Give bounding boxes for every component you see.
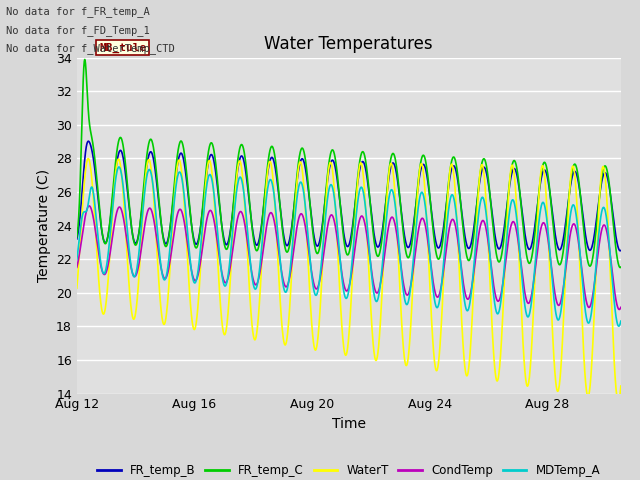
CondTemp — [616, 307, 623, 312]
CondTemp — [187, 263, 195, 269]
CondTemp — [174, 209, 182, 215]
WaterT — [401, 360, 409, 365]
MDTemp_A — [187, 261, 195, 267]
CondTemp — [617, 304, 625, 310]
MDTemp_A — [174, 171, 182, 177]
FR_temp_B — [156, 210, 164, 216]
CondTemp — [73, 264, 81, 270]
WaterT — [614, 399, 622, 405]
FR_temp_B — [237, 153, 245, 159]
CondTemp — [281, 282, 289, 288]
WaterT — [617, 383, 625, 389]
CondTemp — [85, 203, 93, 209]
Line: WaterT: WaterT — [77, 158, 621, 402]
FR_temp_C — [73, 234, 81, 240]
FR_temp_B — [616, 248, 624, 253]
FR_temp_C — [174, 147, 182, 153]
MDTemp_A — [156, 254, 164, 260]
WaterT — [73, 285, 81, 291]
Text: No data for f_WaterTemp_CTD: No data for f_WaterTemp_CTD — [6, 43, 175, 54]
FR_temp_B — [73, 236, 81, 242]
FR_temp_C — [616, 264, 624, 270]
FR_temp_C — [617, 264, 625, 270]
Title: Water Temperatures: Water Temperatures — [264, 35, 433, 53]
CondTemp — [401, 288, 409, 294]
CondTemp — [237, 209, 245, 215]
Line: FR_temp_C: FR_temp_C — [77, 60, 621, 267]
FR_temp_B — [617, 248, 625, 253]
MDTemp_A — [401, 299, 409, 304]
WaterT — [187, 304, 195, 310]
WaterT — [281, 342, 289, 348]
Text: No data for f_FD_Temp_1: No data for f_FD_Temp_1 — [6, 24, 150, 36]
FR_temp_B — [174, 158, 182, 164]
FR_temp_B — [281, 238, 289, 243]
FR_temp_C — [281, 243, 289, 249]
FR_temp_B — [401, 236, 409, 242]
X-axis label: Time: Time — [332, 417, 366, 431]
Line: CondTemp: CondTemp — [77, 206, 621, 310]
FR_temp_C — [237, 142, 245, 148]
WaterT — [84, 156, 92, 161]
FR_temp_C — [401, 245, 409, 251]
Y-axis label: Temperature (C): Temperature (C) — [36, 169, 51, 282]
FR_temp_C — [81, 57, 88, 62]
WaterT — [237, 162, 245, 168]
Text: MB_tule: MB_tule — [99, 42, 147, 53]
MDTemp_A — [615, 324, 623, 329]
CondTemp — [156, 258, 164, 264]
Text: No data for f_FR_temp_A: No data for f_FR_temp_A — [6, 6, 150, 17]
MDTemp_A — [115, 164, 123, 170]
MDTemp_A — [237, 175, 245, 181]
Line: FR_temp_B: FR_temp_B — [77, 141, 621, 251]
FR_temp_C — [187, 214, 195, 219]
FR_temp_C — [156, 207, 164, 213]
FR_temp_B — [187, 215, 195, 220]
FR_temp_B — [84, 138, 92, 144]
MDTemp_A — [281, 288, 289, 294]
MDTemp_A — [73, 256, 81, 262]
MDTemp_A — [617, 318, 625, 324]
Legend: FR_temp_B, FR_temp_C, WaterT, CondTemp, MDTemp_A: FR_temp_B, FR_temp_C, WaterT, CondTemp, … — [92, 459, 605, 480]
Line: MDTemp_A: MDTemp_A — [77, 167, 621, 326]
WaterT — [156, 293, 164, 299]
WaterT — [174, 159, 182, 165]
